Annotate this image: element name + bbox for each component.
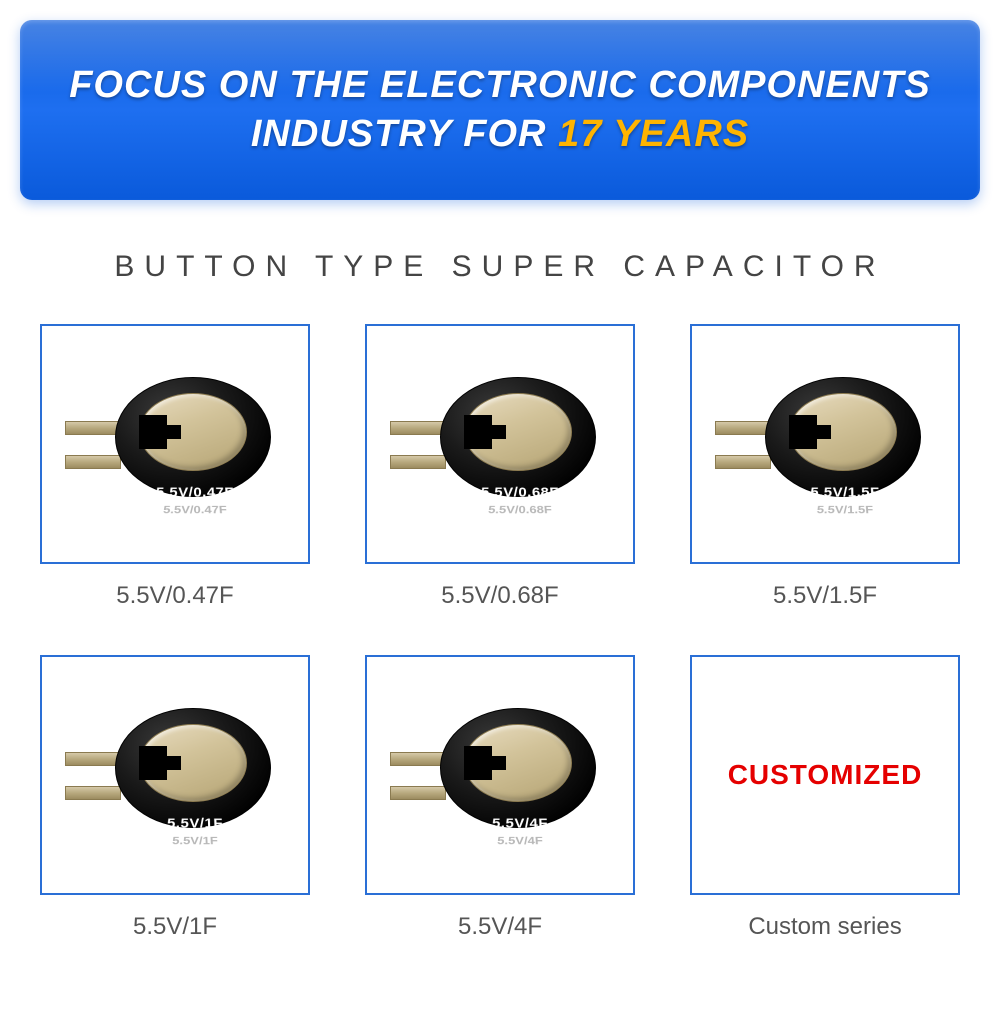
capacitor-icon: 5.5V/0.68F 5.5V/0.68F	[400, 369, 600, 519]
banner-line-2: INDUSTRY FOR 17 YEARS	[251, 113, 749, 156]
capacitor-body-label-shadow: 5.5V/1F	[123, 834, 266, 846]
capacitor-icon: 5.5V/0.47F 5.5V/0.47F	[75, 369, 275, 519]
capacitor-body-label-shadow: 5.5V/1.5F	[773, 503, 916, 515]
product-cell: 5.5V/0.68F 5.5V/0.68F 5.5V/0.68F	[365, 324, 635, 610]
product-card: 5.5V/0.68F 5.5V/0.68F	[365, 324, 635, 564]
banner-line-1: FOCUS ON THE ELECTRONIC COMPONENTS	[69, 64, 931, 107]
product-card: 5.5V/4F 5.5V/4F	[365, 655, 635, 895]
capacitor-body-label-shadow: 5.5V/4F	[448, 834, 591, 846]
product-card: 5.5V/0.47F 5.5V/0.47F	[40, 324, 310, 564]
capacitor-body-label-shadow: 5.5V/0.47F	[123, 503, 266, 515]
product-caption: 5.5V/0.68F	[365, 582, 635, 610]
product-caption: 5.5V/0.47F	[40, 582, 310, 610]
product-caption: 5.5V/1.5F	[690, 582, 960, 610]
capacitor-body-label: 5.5V/1.5F	[774, 485, 917, 500]
product-caption: 5.5V/1F	[40, 913, 310, 941]
product-cell: 5.5V/4F 5.5V/4F 5.5V/4F	[365, 655, 635, 941]
capacitor-body-label-shadow: 5.5V/0.68F	[448, 503, 591, 515]
hero-banner: FOCUS ON THE ELECTRONIC COMPONENTS INDUS…	[20, 20, 980, 200]
customized-label: CUSTOMIZED	[728, 759, 923, 791]
product-card: 5.5V/1.5F 5.5V/1.5F	[690, 324, 960, 564]
capacitor-body-label: 5.5V/4F	[449, 816, 592, 831]
banner-highlight: 17 YEARS	[558, 113, 749, 155]
capacitor-body-label: 5.5V/1F	[124, 816, 267, 831]
section-title: BUTTON TYPE SUPER CAPACITOR	[0, 250, 1000, 284]
product-cell: 5.5V/1F 5.5V/1F 5.5V/1F	[40, 655, 310, 941]
product-caption: 5.5V/4F	[365, 913, 635, 941]
capacitor-body-label: 5.5V/0.47F	[124, 485, 267, 500]
banner-line-2-pre: INDUSTRY FOR	[251, 113, 558, 155]
capacitor-body-label: 5.5V/0.68F	[449, 485, 592, 500]
product-card: 5.5V/1F 5.5V/1F	[40, 655, 310, 895]
custom-card: CUSTOMIZED	[690, 655, 960, 895]
product-grid: 5.5V/0.47F 5.5V/0.47F 5.5V/0.47F 5.5V/0.…	[0, 324, 1000, 941]
product-cell: 5.5V/1.5F 5.5V/1.5F 5.5V/1.5F	[690, 324, 960, 610]
capacitor-icon: 5.5V/1.5F 5.5V/1.5F	[725, 369, 925, 519]
product-cell: 5.5V/0.47F 5.5V/0.47F 5.5V/0.47F	[40, 324, 310, 610]
product-cell: CUSTOMIZED Custom series	[690, 655, 960, 941]
product-caption: Custom series	[690, 913, 960, 941]
capacitor-icon: 5.5V/4F 5.5V/4F	[400, 700, 600, 850]
capacitor-icon: 5.5V/1F 5.5V/1F	[75, 700, 275, 850]
